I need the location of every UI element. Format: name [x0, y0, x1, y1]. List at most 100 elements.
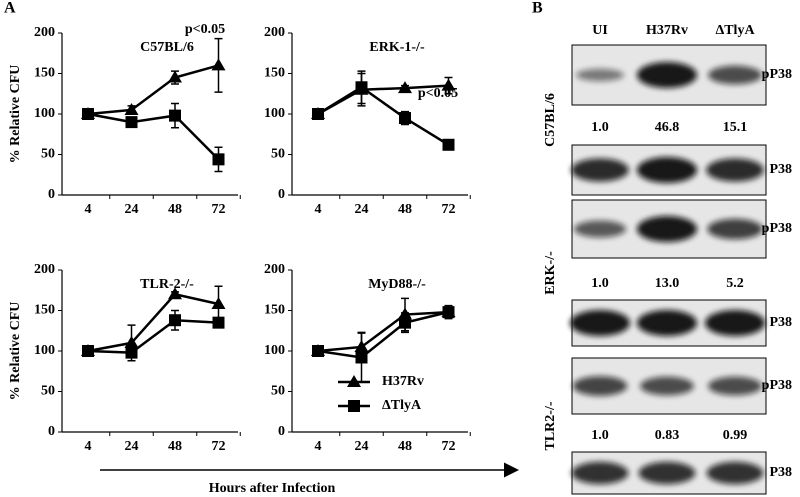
- series-line: [87, 292, 219, 353]
- y-tick-label: 0: [48, 424, 55, 439]
- y-tick-label: 50: [271, 147, 285, 162]
- genotype-label: C57BL/6: [543, 93, 558, 147]
- y-tick-label: 150: [264, 66, 285, 81]
- marker: [82, 345, 94, 357]
- quantification: 0.83: [655, 428, 680, 443]
- y-axis-label: % Relative CFU: [8, 302, 23, 401]
- band: [638, 461, 696, 485]
- column-label: UI: [592, 23, 608, 38]
- chart-title: ERK-1-/-: [369, 40, 425, 55]
- quantification: 15.1: [723, 120, 748, 135]
- quantification: 13.0: [655, 276, 680, 291]
- chart-title: TLR-2-/-: [140, 277, 194, 292]
- y-tick-label: 200: [264, 25, 285, 40]
- y-tick-label: 100: [34, 106, 55, 121]
- series-line: [317, 310, 449, 359]
- y-tick-label: 50: [41, 147, 55, 162]
- y-tick-label: 0: [278, 424, 285, 439]
- band: [571, 461, 629, 485]
- x-tick-label: 24: [355, 202, 369, 217]
- y-tick-label: 0: [278, 187, 285, 202]
- y-tick-label: 50: [271, 384, 285, 399]
- marker: [442, 306, 455, 319]
- quantification: 1.0: [591, 276, 609, 291]
- band: [640, 376, 694, 396]
- band: [706, 158, 764, 182]
- marker: [124, 102, 139, 115]
- x-tick-label: 72: [442, 439, 456, 454]
- quantification: 1.0: [591, 428, 609, 443]
- x-tick-label: 24: [355, 439, 369, 454]
- marker: [125, 346, 138, 359]
- x-tick-label: 48: [398, 202, 412, 217]
- marker: [169, 314, 181, 327]
- blot-row-label: P38: [769, 162, 792, 177]
- x-tick-label: 4: [85, 439, 92, 454]
- marker: [441, 78, 456, 91]
- x-tick-label: 72: [212, 202, 226, 217]
- y-tick-label: 150: [34, 66, 55, 81]
- band: [576, 68, 624, 82]
- band: [574, 220, 626, 238]
- x-axis-label: Hours after Infection: [209, 481, 336, 496]
- band: [708, 376, 762, 396]
- series-line: [87, 64, 219, 116]
- quantification: 0.99: [723, 428, 748, 443]
- band: [637, 62, 697, 88]
- band: [571, 158, 629, 182]
- legend-label: H37Rv: [382, 374, 424, 389]
- annotation: p<0.05: [185, 22, 225, 37]
- y-tick-label: 200: [34, 25, 55, 40]
- x-tick-label: 48: [168, 202, 182, 217]
- genotype-label: TLR2-/-: [543, 401, 558, 450]
- panel-label: A: [4, 0, 16, 17]
- marker: [211, 58, 226, 71]
- blot-row-label: P38: [769, 315, 792, 330]
- blot-row-label: pP38: [762, 378, 792, 393]
- quantification: 46.8: [655, 120, 680, 135]
- y-axis-label: % Relative CFU: [8, 65, 23, 164]
- band: [570, 310, 630, 336]
- band: [708, 65, 762, 85]
- marker: [125, 116, 138, 129]
- x-tick-label: 4: [85, 202, 92, 217]
- marker: [347, 375, 361, 387]
- blot-row-label: pP38: [762, 67, 792, 82]
- band: [572, 376, 628, 396]
- band: [637, 310, 697, 336]
- y-tick-label: 0: [48, 187, 55, 202]
- marker: [168, 287, 182, 300]
- band: [637, 157, 697, 183]
- x-tick-label: 24: [125, 202, 139, 217]
- marker: [399, 316, 411, 329]
- series-line: [317, 85, 450, 146]
- quantification: 1.0: [591, 120, 609, 135]
- series-line: [87, 112, 220, 161]
- band: [705, 310, 765, 336]
- marker: [312, 108, 324, 120]
- band: [707, 218, 763, 240]
- x-tick-label: 4: [315, 439, 322, 454]
- band: [637, 216, 697, 242]
- chart-title: MyD88-/-: [368, 277, 426, 292]
- marker: [399, 112, 411, 125]
- x-tick-label: 24: [125, 439, 139, 454]
- column-label: H37Rv: [646, 23, 688, 38]
- x-tick-label: 72: [212, 439, 226, 454]
- series-line: [87, 318, 219, 354]
- y-tick-label: 150: [34, 303, 55, 318]
- marker: [211, 297, 226, 310]
- x-tick-label: 48: [168, 439, 182, 454]
- marker: [312, 345, 324, 357]
- marker: [348, 400, 360, 412]
- quantification: 5.2: [726, 276, 744, 291]
- marker: [355, 81, 368, 94]
- marker: [212, 316, 225, 329]
- x-tick-label: 72: [442, 202, 456, 217]
- marker: [442, 138, 455, 151]
- legend-label: ΔTlyA: [382, 398, 422, 413]
- marker: [169, 109, 181, 122]
- series-line: [317, 310, 449, 353]
- y-tick-label: 100: [34, 343, 55, 358]
